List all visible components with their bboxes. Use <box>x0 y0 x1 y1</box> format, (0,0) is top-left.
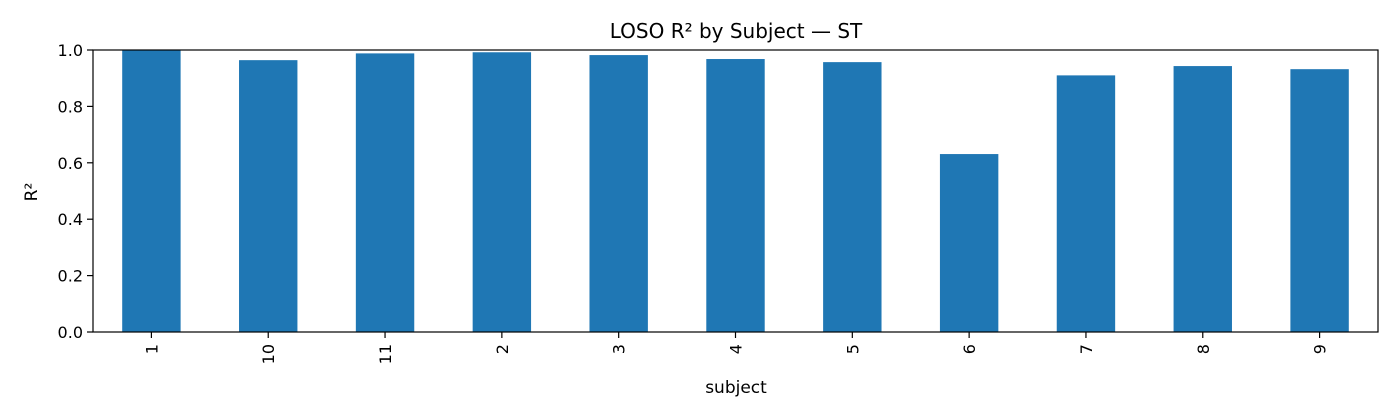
x-tick-label: 9 <box>1311 344 1330 354</box>
chart-title: LOSO R² by Subject — ST <box>610 19 863 43</box>
bar-subject-10 <box>239 60 298 332</box>
y-tick-label: 1.0 <box>58 41 83 60</box>
y-tick-label: 0.8 <box>58 97 83 116</box>
x-tick-label: 1 <box>142 344 161 354</box>
y-tick-label: 0.0 <box>58 323 83 342</box>
x-tick-label: 8 <box>1194 344 1213 354</box>
y-axis-title: R² <box>22 183 42 202</box>
bar-subject-6 <box>939 154 999 332</box>
x-axis-title: subject <box>705 378 767 398</box>
bar-subject-9 <box>1290 69 1349 333</box>
x-tick-label: 2 <box>493 344 512 354</box>
bar-subject-5 <box>823 62 882 332</box>
x-tick-label: 11 <box>376 344 395 364</box>
x-tick-label: 3 <box>610 344 629 354</box>
bar-subject-4 <box>706 59 765 333</box>
x-tick-label: 5 <box>843 344 862 354</box>
bar-subject-2 <box>472 52 532 332</box>
x-tick-label: 10 <box>259 344 278 364</box>
bar-subject-1 <box>122 50 181 332</box>
x-tick-label: 7 <box>1077 344 1096 354</box>
x-tick-label: 6 <box>960 344 979 354</box>
bar-subject-8 <box>1173 66 1232 332</box>
x-tick-label: 4 <box>727 344 746 354</box>
y-tick-label: 0.4 <box>58 210 83 229</box>
plot-frame <box>92 49 1379 333</box>
bar-subject-11 <box>355 53 415 332</box>
bar-subject-3 <box>589 55 648 333</box>
bar-subject-7 <box>1056 75 1116 332</box>
bars-group <box>122 50 1349 333</box>
y-tick-label: 0.2 <box>58 267 83 286</box>
y-tick-label: 0.6 <box>58 154 83 173</box>
x-axis-ticks: 1 10 11 2 3 4 5 6 7 8 9 <box>142 332 1330 364</box>
y-axis-ticks: 0.0 0.2 0.4 0.6 0.8 1.0 <box>58 41 93 342</box>
